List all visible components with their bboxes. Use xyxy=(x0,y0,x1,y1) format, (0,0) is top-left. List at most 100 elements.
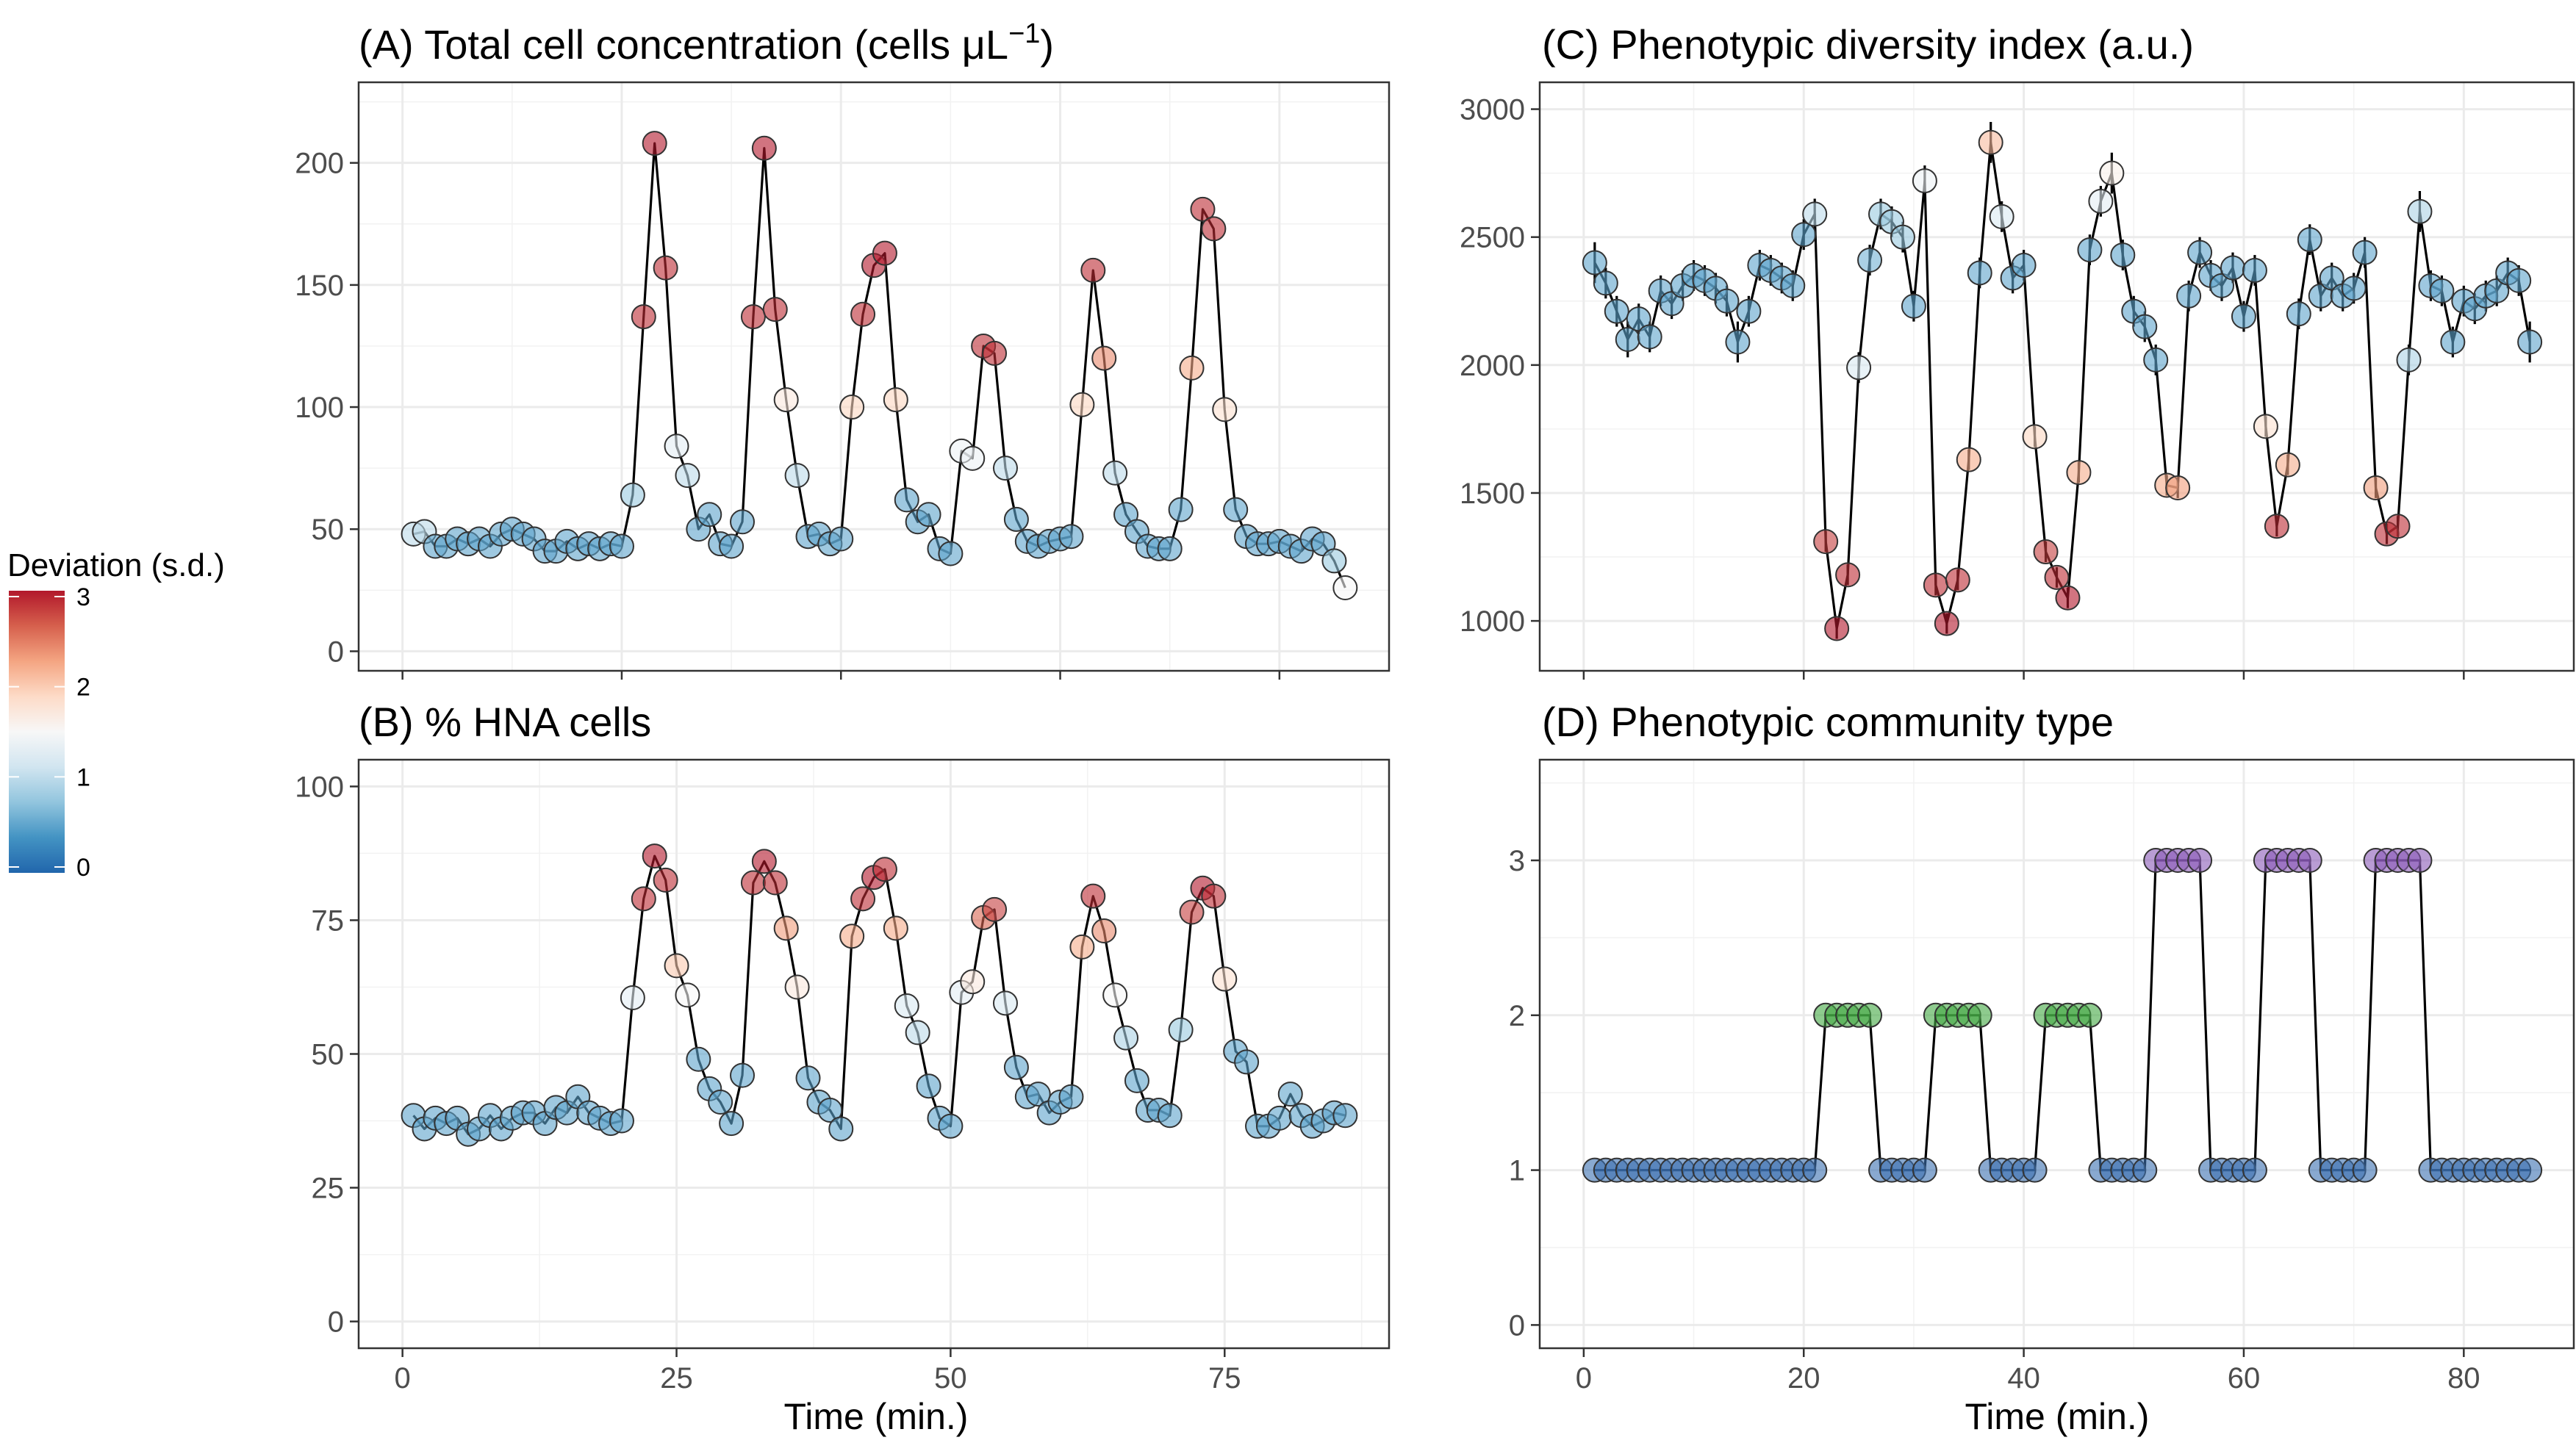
data-point xyxy=(1168,497,1194,522)
data-point xyxy=(2209,273,2235,298)
data-point xyxy=(1190,196,1216,222)
data-point xyxy=(2022,1157,2048,1183)
data-point xyxy=(751,849,777,874)
data-point xyxy=(1058,1084,1084,1109)
data-point xyxy=(872,857,897,882)
x-tick-label: 0 xyxy=(1576,1362,1592,1395)
panel-c-title: (C) Phenotypic diversity index (a.u.) xyxy=(1542,21,2194,68)
data-point xyxy=(609,1108,634,1134)
data-point xyxy=(1091,918,1117,944)
data-point xyxy=(2044,564,2070,590)
data-point xyxy=(883,915,908,941)
data-point xyxy=(850,886,876,912)
data-point xyxy=(675,463,700,489)
y-tick-label: 200 xyxy=(295,148,344,180)
x-tick-label: 75 xyxy=(1208,1362,1241,1395)
y-tick-label: 3000 xyxy=(1460,94,1525,126)
data-point xyxy=(2352,1157,2378,1183)
data-point xyxy=(1080,257,1106,283)
data-point xyxy=(784,974,810,1000)
data-point xyxy=(762,870,788,896)
data-point xyxy=(1124,1068,1149,1093)
data-point xyxy=(2231,303,2256,329)
data-point xyxy=(2275,452,2300,478)
data-point xyxy=(2055,585,2081,611)
data-point xyxy=(2187,240,2213,265)
data-point xyxy=(762,297,788,323)
data-point xyxy=(740,304,766,330)
data-point xyxy=(609,533,634,559)
panel-d-title: (D) Phenotypic community type xyxy=(1542,699,2114,745)
data-point xyxy=(642,843,667,869)
data-point xyxy=(1857,248,1883,273)
data-point xyxy=(1802,1157,1828,1183)
data-point xyxy=(751,135,777,161)
data-point xyxy=(916,1073,941,1099)
data-point xyxy=(675,982,700,1008)
data-point xyxy=(2132,1157,2158,1183)
panel-b-plot: 0 25 50 75 0 25 50 75 100 xyxy=(295,758,1391,1395)
data-point xyxy=(2242,1157,2267,1183)
data-point xyxy=(1857,1002,1883,1028)
data-point xyxy=(1835,562,1861,588)
data-point xyxy=(2429,278,2455,303)
data-point xyxy=(1025,1082,1051,1107)
panel-a: (A) Total cell concentration (cells μL−1… xyxy=(295,18,1391,680)
data-point xyxy=(686,1046,711,1072)
x-tick-label: 25 xyxy=(660,1362,693,1395)
data-point xyxy=(1967,1002,1992,1028)
data-point xyxy=(740,870,766,896)
panel-a-background xyxy=(359,82,1389,671)
data-point xyxy=(2242,257,2267,283)
legend-colorbar xyxy=(9,591,65,873)
data-point xyxy=(1212,966,1238,992)
data-point xyxy=(642,131,667,156)
data-point xyxy=(850,301,876,327)
data-point xyxy=(872,240,897,266)
data-point xyxy=(1277,1082,1303,1107)
data-point xyxy=(2220,255,2245,281)
data-point xyxy=(1725,329,1751,355)
data-point xyxy=(1201,883,1227,909)
data-point xyxy=(2253,414,2278,439)
data-point xyxy=(1179,899,1205,925)
y-tick-label: 0 xyxy=(328,636,344,668)
data-point xyxy=(2484,278,2510,303)
panel-a-title-sup: −1 xyxy=(1008,18,1040,49)
y-tick-label: 0 xyxy=(328,1306,344,1339)
data-point xyxy=(2352,240,2378,265)
x-tick-label: 0 xyxy=(395,1362,411,1395)
data-point xyxy=(2077,1002,2103,1028)
panel-d: (D) Phenotypic community type 0 20 40 60 800… xyxy=(1509,699,2575,1437)
data-point xyxy=(1813,529,1839,555)
data-point xyxy=(982,896,1008,922)
y-tick-label: 25 xyxy=(312,1173,345,1205)
data-point xyxy=(1615,327,1640,353)
data-point xyxy=(2286,301,2311,327)
data-point xyxy=(2341,276,2367,301)
panel-a-title-main: (A) Total cell concentration (cells μL xyxy=(359,21,1008,68)
data-point xyxy=(1967,260,1992,286)
data-point xyxy=(1212,397,1238,422)
data-point xyxy=(1802,201,1828,227)
data-point xyxy=(1604,298,1629,324)
data-point xyxy=(2022,424,2048,450)
data-point xyxy=(1912,1157,1937,1183)
data-point xyxy=(664,433,689,459)
data-point xyxy=(631,304,656,330)
data-point xyxy=(1780,273,1806,298)
data-point xyxy=(1201,216,1227,242)
data-point xyxy=(2176,283,2202,309)
data-point xyxy=(2088,188,2114,214)
data-point xyxy=(2396,347,2422,373)
data-point xyxy=(1912,168,1937,194)
data-point xyxy=(982,340,1008,366)
data-point xyxy=(2066,460,2092,486)
panel-d-x-axis-title: Time (min.) xyxy=(1965,1396,2150,1437)
data-point xyxy=(2407,848,2433,874)
data-point xyxy=(1058,524,1084,550)
y-tick-label: 0 xyxy=(1509,1309,1525,1342)
data-point xyxy=(1593,270,1618,296)
data-point xyxy=(1582,250,1607,276)
